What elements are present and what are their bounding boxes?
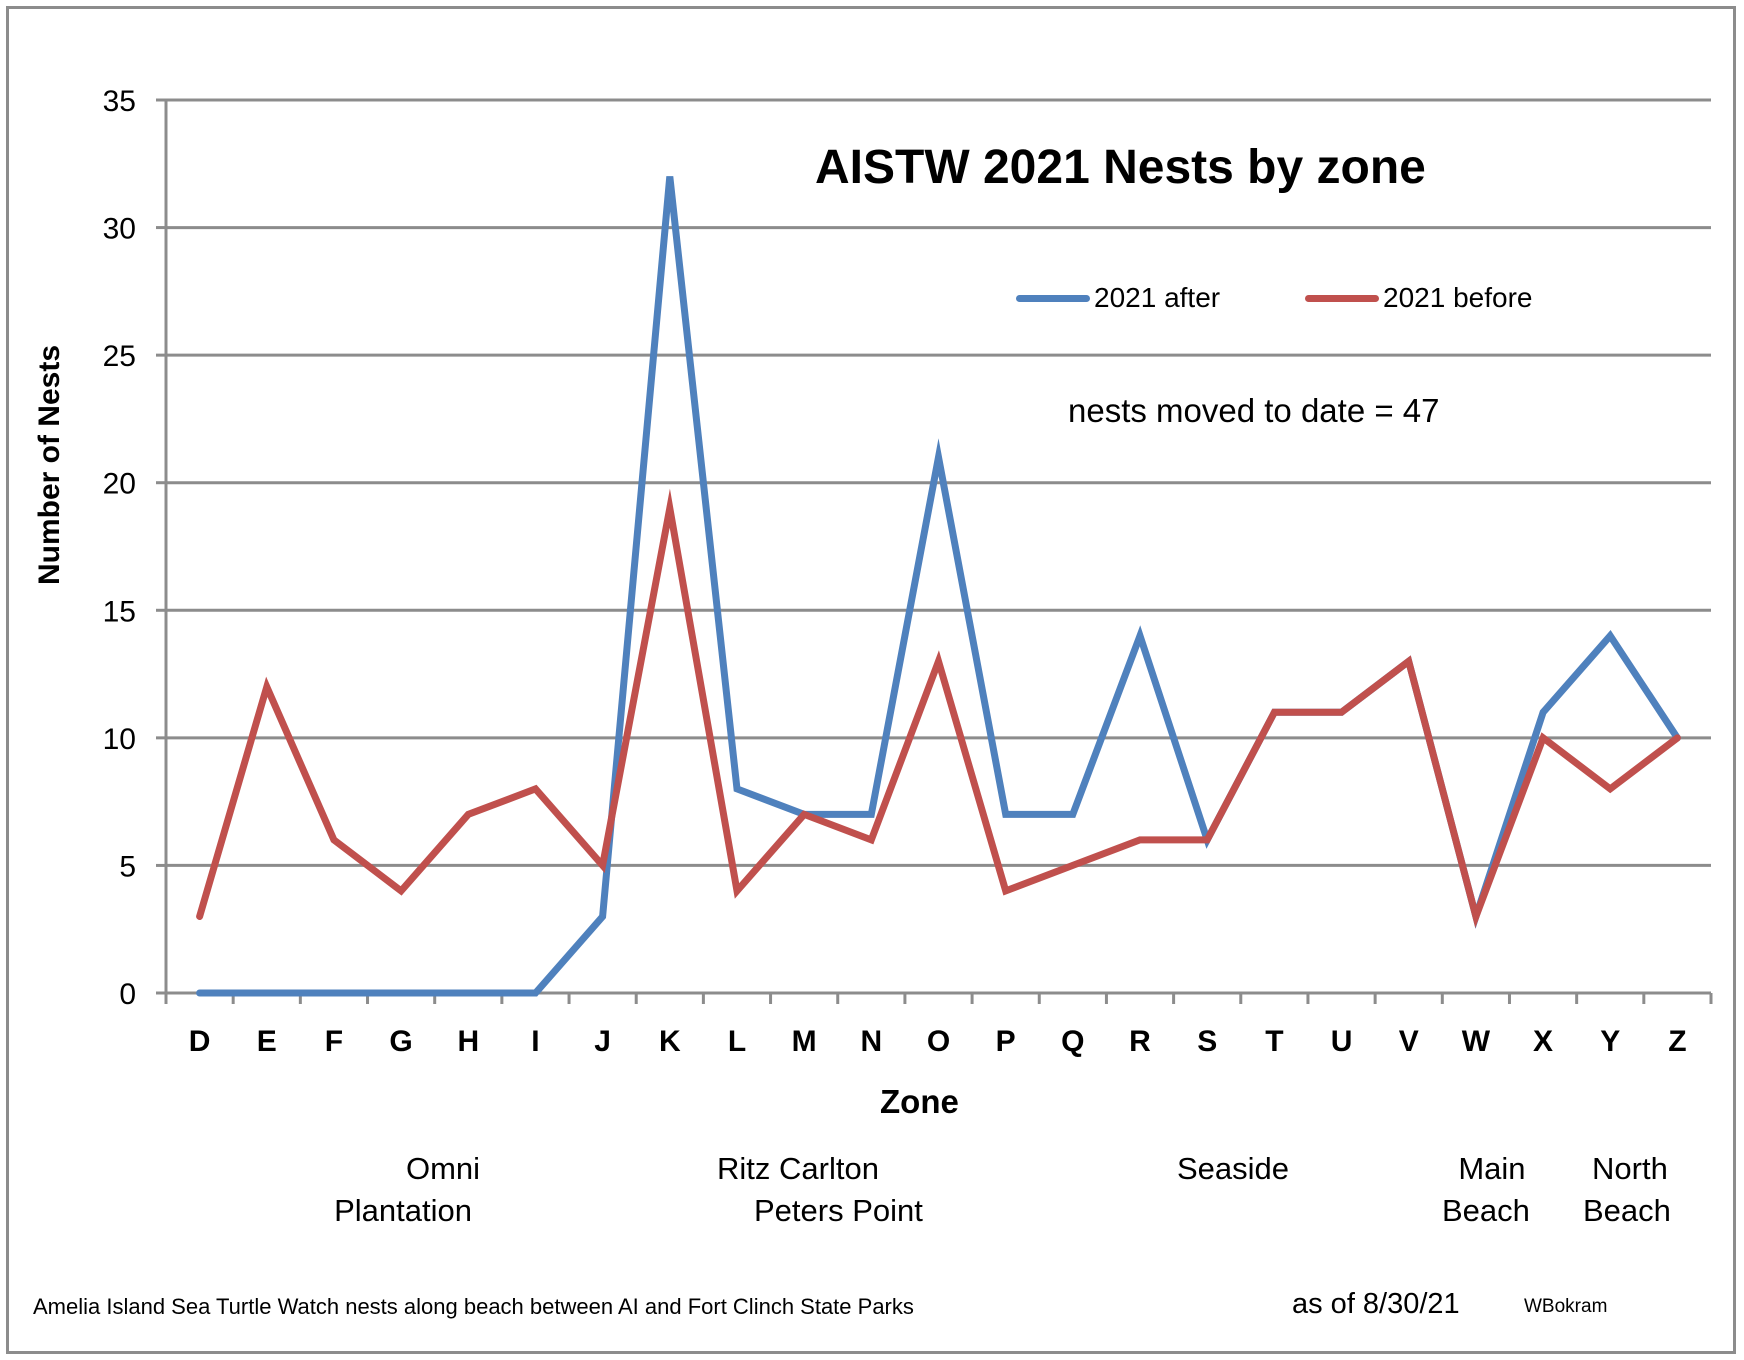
- legend-item-2021-before: 2021 before: [1305, 280, 1532, 316]
- y-tick-label: 30: [103, 213, 136, 246]
- y-tick-label: 35: [103, 85, 136, 118]
- x-tick-label: V: [1399, 1025, 1419, 1058]
- x-tick-label: N: [860, 1025, 882, 1058]
- section-label-omni-plantation: Omni Plantation: [326, 1148, 480, 1232]
- x-tick-label: O: [927, 1025, 950, 1058]
- x-tick-label: L: [728, 1025, 746, 1058]
- footer-author: WBokram: [1524, 1296, 1608, 1317]
- x-tick-label: S: [1197, 1025, 1217, 1058]
- y-tick-label: 10: [103, 723, 136, 756]
- x-tick-label: T: [1265, 1025, 1283, 1058]
- series-lines: [196, 176, 1681, 997]
- section-line: Ritz Carlton: [717, 1151, 879, 1186]
- y-tick-label: 15: [103, 595, 136, 628]
- gridlines: [166, 98, 1711, 867]
- y-tick-label: 0: [119, 978, 136, 1011]
- section-line: Seaside: [1177, 1151, 1290, 1186]
- legend-item-2021-after: 2021 after: [1016, 280, 1220, 316]
- tick-labels: 0 5 10 15 20 25 30 35 D E F G H I J K L M N O P Q R S T U V W X Y Z: [103, 85, 1687, 1058]
- footer-note: Amelia Island Sea Turtle Watch nests alo…: [33, 1294, 914, 1319]
- x-tick-label: E: [257, 1025, 277, 1058]
- axes: [156, 98, 1713, 1004]
- y-tick-label: 5: [119, 850, 136, 883]
- chart-annotation: nests moved to date = 47: [1068, 392, 1440, 429]
- x-tick-label: Q: [1061, 1025, 1084, 1058]
- y-axis-title: Number of Nests: [33, 344, 66, 586]
- x-tick-label: Y: [1600, 1025, 1620, 1058]
- section-line: Peters Point: [754, 1193, 923, 1228]
- chart-frame: [6, 6, 1736, 1354]
- x-tick-label: H: [457, 1025, 479, 1058]
- x-tick-label: W: [1462, 1025, 1491, 1058]
- x-tick-label: I: [531, 1025, 539, 1058]
- footer-date: as of 8/30/21: [1292, 1288, 1460, 1320]
- legend-swatch-2021-after: [1016, 294, 1090, 302]
- series-line-2021-before: [196, 488, 1681, 929]
- x-axis-title: Zone: [880, 1083, 959, 1120]
- x-tick-label: K: [659, 1025, 681, 1058]
- legend-label-2021-before: 2021 before: [1383, 282, 1533, 313]
- section-line: Plantation: [334, 1193, 472, 1228]
- x-tick-label: P: [996, 1025, 1016, 1058]
- x-tick-label: G: [389, 1025, 412, 1058]
- x-tick-label: F: [325, 1025, 343, 1058]
- chart-title: AISTW 2021 Nests by zone: [815, 141, 1426, 194]
- y-tick-label: 20: [103, 468, 136, 501]
- y-tick-label: 25: [103, 340, 136, 373]
- x-tick-label: D: [189, 1025, 211, 1058]
- section-label-ritz-peters: Ritz Carlton Peters Point: [717, 1148, 923, 1232]
- section-line: North: [1592, 1151, 1668, 1186]
- x-tick-label: Z: [1668, 1025, 1686, 1058]
- section-line: Omni: [406, 1151, 481, 1186]
- x-tick-label: X: [1533, 1025, 1553, 1058]
- x-tick-label: M: [792, 1025, 817, 1058]
- section-line: Beach: [1583, 1193, 1671, 1228]
- section-line: Main: [1458, 1151, 1526, 1186]
- section-line: Beach: [1442, 1193, 1530, 1228]
- legend-label-2021-after: 2021 after: [1094, 282, 1221, 313]
- x-tick-label: U: [1331, 1025, 1353, 1058]
- section-label-main-beach: Main Beach: [1442, 1148, 1530, 1232]
- legend-swatch-2021-before: [1305, 294, 1379, 302]
- x-tick-label: J: [594, 1025, 611, 1058]
- section-label-north-beach: North Beach: [1583, 1148, 1671, 1232]
- x-tick-label: R: [1129, 1025, 1151, 1058]
- section-label-seaside: Seaside: [1177, 1148, 1289, 1190]
